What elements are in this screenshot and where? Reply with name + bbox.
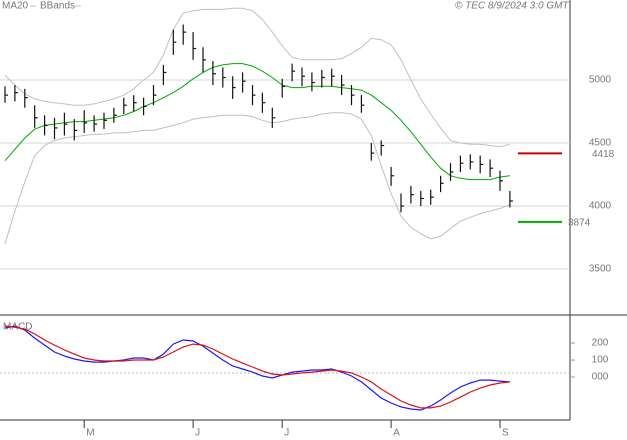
- level-label: 4418: [592, 149, 615, 160]
- y-tick-label: 000: [592, 372, 609, 383]
- ohlc-bar: [291, 63, 296, 82]
- ohlc-bar: [430, 189, 434, 205]
- ohlc-bar: [143, 97, 147, 116]
- ohlc-bar: [410, 185, 414, 204]
- line: [4, 112, 511, 244]
- ohlc-bar: [212, 61, 216, 86]
- line: [4, 63, 510, 181]
- ohlc-bar: [152, 85, 157, 106]
- ohlc-bar: [93, 115, 98, 132]
- ohlc-bar: [440, 175, 444, 193]
- ohlc-bar: [301, 67, 305, 87]
- ohlc-bar: [113, 107, 117, 123]
- ohlc-bar: [400, 193, 404, 213]
- line: [4, 325, 510, 409]
- y-tick-label: 4000: [589, 201, 612, 212]
- ohlc-bar: [242, 72, 246, 93]
- ohlc-bar: [83, 110, 88, 133]
- ohlc-bar: [469, 154, 474, 170]
- ohlc-bar: [479, 155, 484, 174]
- ohlc-bar: [370, 143, 375, 161]
- ohlc-bar: [360, 95, 365, 113]
- ohlc-bar: [133, 95, 137, 112]
- x-tick-label: S: [502, 428, 509, 439]
- ohlc-bar: [459, 155, 464, 172]
- ohlc-bar: [162, 64, 167, 86]
- ohlc-bar: [63, 112, 68, 136]
- ohlc-bar: [4, 86, 8, 103]
- ohlc-bar: [311, 72, 315, 92]
- y-tick-label: 200: [592, 338, 609, 349]
- ohlc-bar: [123, 97, 127, 115]
- ohlc-bar: [499, 170, 503, 191]
- y-tick-label: 3500: [589, 264, 612, 275]
- ohlc-bar: [34, 105, 38, 128]
- ohlc-bar: [331, 68, 335, 87]
- ohlc-bar: [509, 190, 513, 208]
- ohlc-bar: [14, 85, 18, 102]
- ohlc-bar: [390, 166, 395, 186]
- level-label: 3874: [568, 218, 591, 229]
- x-tick-label: J: [284, 428, 289, 439]
- ohlc-bar: [182, 24, 187, 45]
- ohlc-bar: [53, 117, 58, 140]
- ohlc-bar: [192, 32, 197, 60]
- ohlc-bar: [350, 85, 355, 106]
- legend-label: MA20: [2, 1, 29, 12]
- ohlc-bar: [261, 92, 266, 113]
- x-tick-label: A: [393, 428, 400, 439]
- ohlc-bar: [232, 76, 236, 99]
- ohlc-bar: [341, 74, 345, 96]
- ohlc-bar: [321, 69, 325, 88]
- ohlc-bar: [24, 88, 28, 108]
- ohlc-bar: [251, 85, 256, 106]
- ohlc-bar: [380, 140, 385, 156]
- ohlc-bar: [449, 163, 454, 181]
- y-tick-label: 4500: [589, 138, 612, 149]
- x-tick-label: J: [195, 428, 200, 439]
- y-tick-label: 5000: [589, 75, 612, 86]
- ohlc-bar: [103, 112, 107, 130]
- ohlc-bar: [172, 29, 177, 55]
- ohlc-bar: [489, 159, 494, 178]
- x-tick-label: M: [86, 428, 94, 439]
- ohlc-bar: [73, 119, 78, 141]
- line: [4, 7, 511, 148]
- ohlc-bar: [420, 190, 424, 207]
- source: © TEC 8/9/2024 3:0 GMT: [455, 1, 569, 12]
- ohlc-bar: [271, 107, 276, 128]
- ohlc-bar: [43, 115, 48, 136]
- ohlc-bar: [281, 78, 286, 98]
- ohlc-bar: [202, 47, 206, 73]
- y-tick-label: 100: [592, 355, 609, 366]
- ohlc-bar: [222, 67, 226, 88]
- legend-label: BBands: [40, 1, 75, 12]
